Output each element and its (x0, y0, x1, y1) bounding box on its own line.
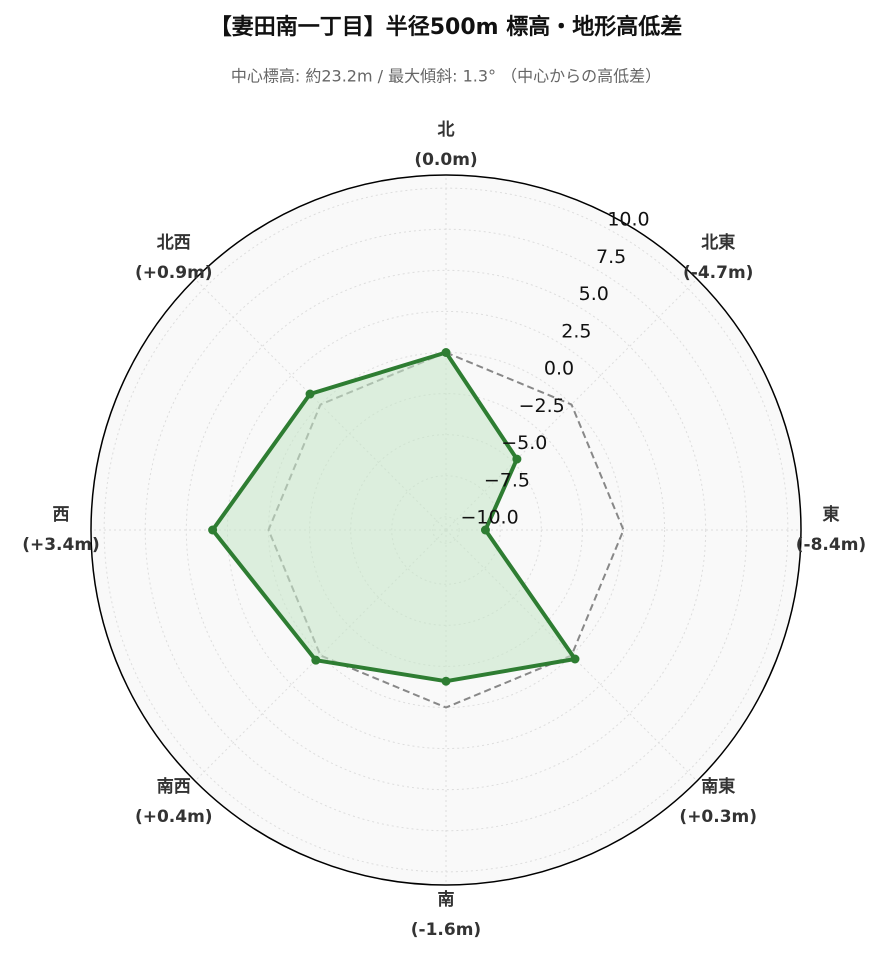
y-tick-label: −10.0 (460, 507, 518, 529)
point (480, 525, 490, 535)
point (441, 676, 451, 686)
y-tick-label: −2.5 (519, 395, 565, 417)
grid-spoke (445, 278, 698, 531)
point (441, 348, 451, 357)
y-tick-label: 0.0 (544, 358, 574, 380)
value-label: (0.0m) (414, 150, 477, 170)
value-label: (-1.6m) (411, 920, 481, 940)
category-label: 北西 (157, 233, 191, 253)
grid-spoke (194, 529, 447, 782)
category-label: 南 (438, 889, 455, 910)
value-label: (-8.4m) (796, 535, 866, 555)
point (311, 655, 321, 665)
y-tick-label: −5.0 (501, 432, 547, 454)
category-label: 東 (823, 504, 840, 525)
value-label: (+0.3m) (679, 807, 757, 827)
y-tick-label: 10.0 (607, 209, 649, 231)
value-label: (-4.7m) (683, 263, 753, 283)
category-label: 西 (53, 505, 70, 525)
value-label: (+3.4m) (22, 535, 100, 555)
value-label: (+0.9m) (135, 263, 213, 283)
area (212, 352, 575, 682)
chart-subtitle: 中心標高: 約23.2m / 最大傾斜: 1.3° （中心からの高低差） (231, 67, 661, 86)
point (570, 654, 580, 664)
y-tick-label: 5.0 (579, 283, 609, 305)
y-tick-label: −7.5 (484, 469, 530, 491)
grid-spoke (194, 278, 447, 531)
category-label: 南東 (701, 776, 735, 797)
y-tick-label: 2.5 (561, 320, 591, 342)
point (305, 389, 315, 399)
category-label: 北 (438, 120, 455, 140)
y-tick-label: 7.5 (596, 246, 626, 268)
chart-title: 【妻田南一丁目】半径500m 標高・地形高低差 (210, 14, 683, 40)
plot-border (90, 174, 802, 886)
value-label: (+0.4m) (135, 807, 213, 827)
point (208, 525, 218, 535)
grid-spoke (445, 529, 698, 782)
grid-ring (185, 269, 707, 791)
point (512, 454, 522, 464)
category-label: 南西 (157, 776, 191, 797)
category-label: 北東 (701, 232, 735, 253)
